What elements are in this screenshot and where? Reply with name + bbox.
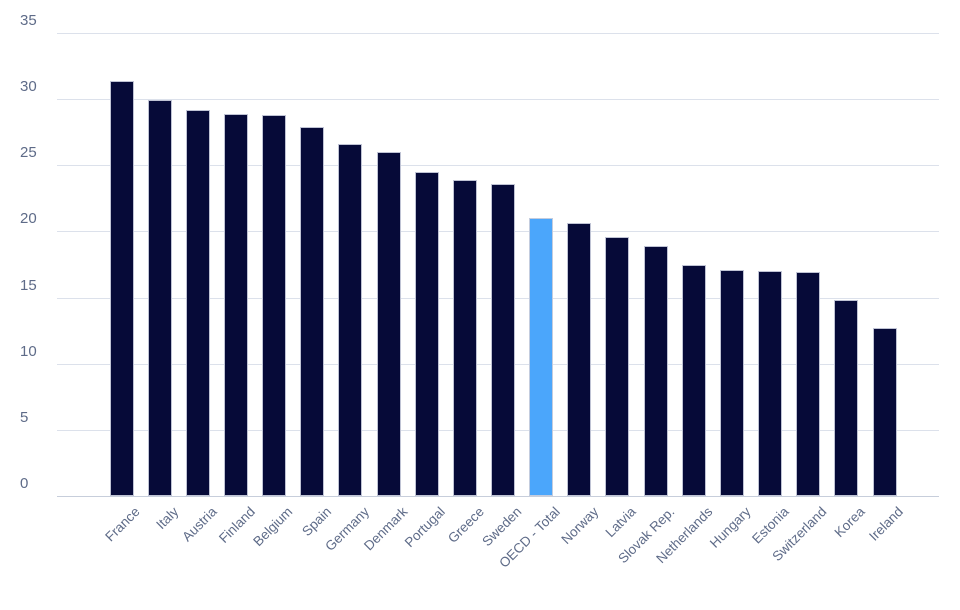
x-category-label-slovak-rep: Slovak Rep.: [615, 504, 678, 567]
x-category-label-norway: Norway: [557, 504, 601, 547]
x-category-label-portugal: Portugal: [402, 504, 449, 551]
bar-hungary[interactable]: [719, 269, 744, 496]
bar-oecd-total[interactable]: [529, 218, 554, 496]
x-category-label-france: France: [102, 504, 144, 545]
bar-spain[interactable]: [300, 126, 325, 496]
bar-greece[interactable]: [452, 179, 477, 496]
x-category-label-latvia: Latvia: [602, 504, 640, 541]
bar-slovak-rep[interactable]: [643, 245, 668, 496]
bar-switzerland[interactable]: [796, 272, 821, 496]
y-tick-label-15: 15: [20, 276, 37, 294]
x-category-label-italy: Italy: [153, 504, 182, 533]
bar-latvia[interactable]: [605, 236, 630, 496]
x-category-label-oecd-total: OECD - Total: [496, 504, 563, 571]
y-tick-label-20: 20: [20, 210, 37, 228]
bar-korea[interactable]: [834, 300, 859, 496]
x-category-label-ireland: Ireland: [866, 504, 907, 544]
x-category-label-austria: Austria: [179, 504, 220, 545]
x-category-label-switzerland: Switzerland: [769, 504, 830, 564]
bar-sweden[interactable]: [491, 183, 515, 496]
bar-norway[interactable]: [567, 223, 592, 496]
y-tick-label-35: 35: [20, 12, 37, 29]
x-category-label-hungary: Hungary: [706, 504, 754, 551]
bar-france[interactable]: [109, 80, 134, 496]
x-category-label-finland: Finland: [215, 504, 258, 546]
bar-italy[interactable]: [147, 100, 172, 496]
bar-belgium[interactable]: [262, 115, 287, 496]
x-category-label-spain: Spain: [298, 504, 334, 540]
bar-germany[interactable]: [338, 144, 363, 496]
x-category-label-netherlands: Netherlands: [653, 504, 716, 567]
bar-netherlands[interactable]: [681, 264, 706, 496]
bar-austria[interactable]: [185, 109, 210, 496]
y-tick-label-30: 30: [20, 78, 37, 96]
y-tick-label-25: 25: [20, 144, 37, 162]
x-category-label-belgium: Belgium: [250, 504, 296, 550]
bar-estonia[interactable]: [758, 271, 783, 496]
y-tick-label-5: 5: [20, 408, 29, 426]
bar-finland[interactable]: [223, 113, 248, 496]
bar-denmark[interactable]: [376, 152, 401, 496]
x-category-label-estonia: Estonia: [749, 504, 792, 547]
x-category-label-korea: Korea: [831, 504, 868, 541]
x-category-label-germany: Germany: [322, 504, 373, 554]
y-gridline-35: [57, 33, 939, 34]
bar-portugal[interactable]: [414, 171, 439, 496]
y-gridline-0: [57, 496, 939, 497]
x-category-label-denmark: Denmark: [360, 504, 411, 554]
x-category-label-greece: Greece: [444, 504, 487, 546]
y-gridline-30: [57, 99, 939, 101]
bar-ireland[interactable]: [872, 327, 897, 496]
x-category-label-sweden: Sweden: [479, 504, 525, 550]
y-tick-label-10: 10: [20, 342, 37, 360]
y-tick-label-0: 0: [20, 475, 29, 492]
